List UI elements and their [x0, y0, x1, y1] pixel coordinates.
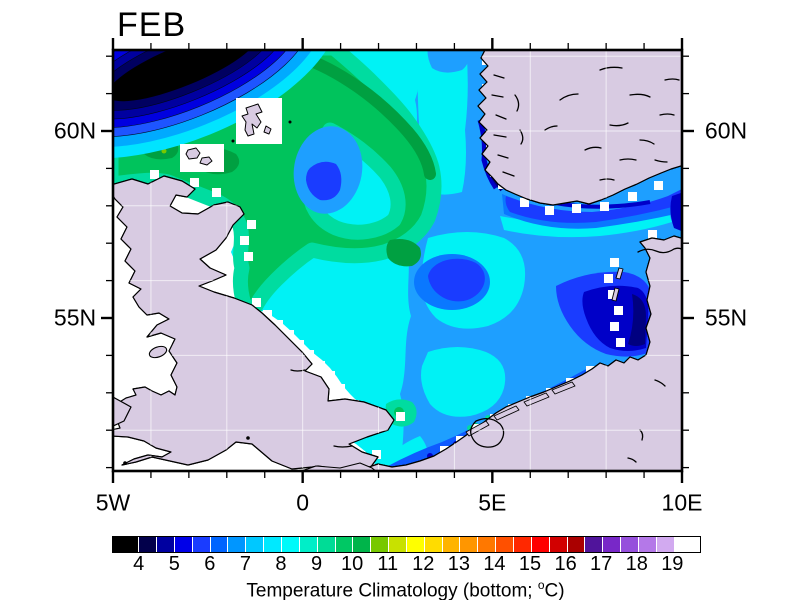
- coastline-isle-of-man: [148, 345, 168, 359]
- colorbar-label-5: 5: [168, 553, 180, 575]
- colorbar-cell-26: [585, 537, 604, 552]
- bottom-axis-label-0: 0: [296, 489, 310, 516]
- axis-ticks: [101, 38, 694, 483]
- sea-bight-darknavy: [628, 294, 646, 346]
- colorbar-cell-12: [335, 537, 354, 552]
- colorbar-label-9: 9: [310, 553, 323, 575]
- sea-blue-pocket-core: [306, 161, 342, 201]
- cold-band-stack: [113, 50, 338, 159]
- colorbar-cell-7: [246, 537, 265, 552]
- colorbar-cell-16: [406, 537, 425, 552]
- colorbar-label-17: 17: [590, 553, 613, 575]
- coastline-britain: [113, 175, 395, 471]
- sea-cyan-patch-south: [421, 347, 506, 417]
- colorbar-cell-24: [549, 537, 568, 552]
- colorbar-cell-31: [674, 537, 700, 552]
- colorbar-cell-22: [513, 537, 532, 552]
- island-dot-2: [246, 436, 250, 440]
- colorbar-cell-14: [371, 537, 390, 552]
- colorbar-cell-6: [228, 537, 247, 552]
- map-frame: [111, 48, 684, 473]
- sea-lightblue-patch-top: [427, 50, 471, 73]
- right-axis-label-60N: 60N: [704, 117, 748, 144]
- colorbar-cell-3: [174, 537, 193, 552]
- sea-skagerrak-navy-edge: [670, 192, 682, 232]
- right-axis-label-55N: 55N: [704, 304, 748, 331]
- colorbar-cell-28: [621, 537, 639, 552]
- colorbar-label-14: 14: [483, 553, 506, 575]
- island-dot-3: [123, 461, 127, 465]
- sea-norwaycoast-navy: [477, 119, 499, 190]
- plot-title: FEB: [117, 6, 187, 44]
- colorbar-label-13: 13: [447, 553, 470, 575]
- colorbar-cell-15: [389, 537, 407, 552]
- colorbar-cell-25: [567, 537, 586, 552]
- colorbar-cell-23: [531, 537, 550, 552]
- coastline-wadden-islands: [465, 267, 624, 437]
- colorbar-cell-9: [282, 537, 300, 552]
- coastline-france: [300, 462, 377, 471]
- colorbar-cell-19: [460, 537, 479, 552]
- island-dot-1: [288, 120, 292, 124]
- coastline-ireland: [113, 396, 132, 427]
- colorbar-cell-11: [317, 537, 336, 552]
- colorbar-label-4: 4: [133, 553, 145, 575]
- colorbar-caption: Temperature Climatology (bottom; oC): [246, 578, 565, 600]
- colorbar-label-11: 11: [377, 553, 399, 575]
- colorbar-label-16: 16: [554, 553, 577, 575]
- colorbar: [112, 536, 701, 553]
- sea-central-blue-core: [428, 258, 485, 302]
- colorbar-cell-2: [157, 537, 175, 552]
- colorbar-cell-29: [638, 537, 657, 552]
- colorbar-cell-8: [264, 537, 283, 552]
- landmasses: [113, 50, 682, 471]
- coastline-norway: [477, 50, 682, 206]
- colorbar-tick-labels: 4 5 6 7 8 9 10 11 12 13 14 15 16 17 18 19: [112, 553, 699, 575]
- sea-darkgreen-arc: [292, 50, 436, 180]
- colorbar-cell-4: [192, 537, 211, 552]
- bottom-axis-label-10E: 10E: [661, 489, 703, 516]
- colorbar-label-12: 12: [412, 553, 435, 575]
- colorbar-cell-13: [353, 537, 372, 552]
- colorbar-cell-21: [496, 537, 514, 552]
- colorbar-cell-1: [139, 537, 158, 552]
- left-axis-label-60N: 60N: [53, 117, 97, 144]
- bottom-axis-label-5W: 5W: [95, 489, 131, 516]
- colorbar-cell-0: [113, 537, 140, 552]
- colorbar-label-7: 7: [239, 553, 251, 575]
- colorbar-label-15: 15: [518, 553, 542, 575]
- colorbar-cell-17: [424, 537, 443, 552]
- colorbar-cell-10: [299, 537, 318, 552]
- colorbar-label-8: 8: [275, 553, 287, 575]
- colorbar-cell-5: [210, 537, 229, 552]
- coastline-continent: [354, 235, 682, 471]
- bottom-axis-label-5E: 5E: [478, 489, 507, 516]
- colorbar-cell-18: [442, 537, 461, 552]
- colorbar-label-19: 19: [661, 553, 684, 575]
- colorbar-cell-27: [603, 537, 622, 552]
- coastline-shetland-2: [263, 125, 272, 135]
- colorbar-cell-20: [478, 537, 497, 552]
- colorbar-label-6: 6: [204, 553, 216, 575]
- sea-darkgreen-blob-3: [386, 239, 421, 267]
- left-axis-label-55N: 55N: [53, 304, 97, 331]
- colorbar-label-10: 10: [341, 553, 364, 575]
- coastline-fair-isle: [231, 139, 235, 143]
- colorbar-label-18: 18: [625, 553, 648, 575]
- coastline-orkney-2: [199, 156, 213, 166]
- coastline-shetland: [241, 103, 263, 137]
- coastline-orkney: [185, 147, 201, 160]
- colorbar-cell-30: [656, 537, 675, 552]
- map-area: [113, 50, 682, 471]
